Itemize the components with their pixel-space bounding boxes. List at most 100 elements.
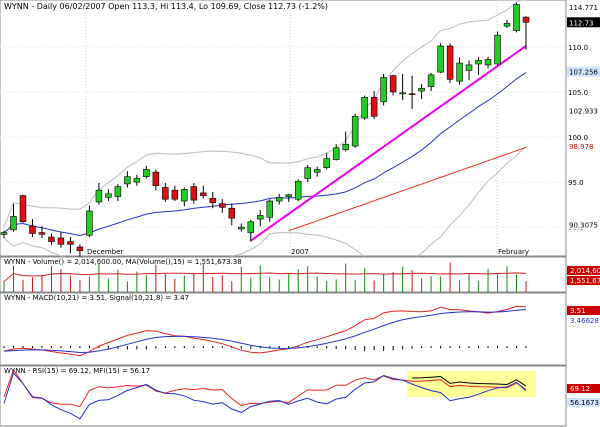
price-tag: 112.73 (569, 19, 594, 27)
candle-body (351, 115, 359, 147)
candle-body (238, 226, 245, 230)
price-tag-bg (567, 141, 600, 152)
candle-body (190, 186, 198, 201)
candle-body (86, 210, 93, 236)
volume-header: WYNN - Volume() = 2,014,600.00, MA(Volum… (4, 258, 242, 266)
x-axis-label: December (87, 248, 123, 256)
candle-body (399, 92, 406, 95)
candle-body (162, 187, 169, 200)
candle-body (124, 176, 131, 185)
volume-ma-tag: 1,551,673 (570, 277, 600, 285)
volume-bars (3, 262, 527, 292)
x-axis-labels: December 2007 February (87, 248, 529, 256)
candle-body (67, 241, 74, 245)
rsi-header: WYNN - RSI(15) = 69.12, MFI(15) = 56.17 (4, 367, 150, 375)
y-tick-label: 110.0 (568, 44, 588, 52)
candle-body (95, 189, 103, 203)
candle-body (29, 225, 36, 234)
candle-body (285, 194, 292, 197)
rsi-tag-bg (567, 384, 600, 393)
price-tag-bg (567, 2, 600, 12)
price-tag: 107.256 (569, 69, 598, 77)
price-tag: 102.933 (569, 108, 598, 116)
macd-header: WYNN - MACD(10,21) = 3.51, Signal(10,21,… (4, 294, 189, 302)
rsi-tag: 69.12 (570, 385, 590, 393)
macd-tag: 3.51 (570, 307, 586, 315)
candle-body (361, 97, 368, 119)
candle-body (143, 169, 150, 177)
volume-tag-bg (567, 266, 600, 275)
candle-body (494, 34, 501, 65)
candle-body (446, 45, 454, 80)
candle-body (219, 203, 226, 208)
candle-body (76, 246, 84, 251)
candle-body (437, 45, 444, 73)
price-tag-bg (567, 219, 600, 230)
candle-body (228, 207, 236, 219)
ma-long-line (288, 146, 527, 232)
candle-body (247, 221, 255, 233)
signal-line (3, 309, 527, 354)
trend-line (250, 45, 527, 242)
x-axis-label: 2007 (291, 248, 309, 256)
candle-body (105, 193, 112, 198)
rsi-panel: 69.12 56.1673 WYNN - RSI(15) = 69.12, MF… (0, 365, 600, 427)
candle-body (114, 186, 122, 197)
macd-panel-frame (0, 292, 567, 366)
candle-body (0, 232, 8, 235)
candle-body (266, 200, 273, 218)
volume-ma-tag-bg (567, 276, 600, 285)
candle-body (181, 188, 188, 202)
upper-band-line (3, 0, 525, 228)
candle-body (38, 232, 46, 235)
candle-body (380, 77, 387, 103)
candle-body (209, 198, 217, 204)
candle-body (465, 64, 473, 71)
volume-tag: 2,014,600 (570, 267, 600, 275)
y-tick-label: 95.0 (568, 179, 584, 187)
price-panel-frame (0, 0, 567, 257)
signal-tag-bg (567, 316, 600, 325)
candle-body (171, 189, 179, 200)
candle-body (257, 215, 264, 220)
macd-histogram (3, 346, 527, 352)
candle-body (484, 59, 492, 66)
candle-body (19, 195, 27, 223)
candle-body (332, 147, 340, 160)
y-tick-label: 105.0 (568, 89, 588, 97)
candle-body (57, 237, 65, 245)
mfi-line (3, 371, 527, 420)
price-tag: 98.978 (569, 143, 594, 151)
candle-body (323, 158, 330, 168)
price-tag-bg (567, 17, 600, 28)
candle-body (522, 16, 530, 23)
y-tick-label: 100.0 (568, 134, 588, 142)
candle-body (408, 93, 416, 96)
candle-body (475, 60, 482, 65)
price-tag: 90.3075 (569, 221, 598, 229)
signal-tag: 3.46628 (570, 317, 599, 325)
price-tag: 114.771 (569, 4, 598, 12)
mfi-tag: 56.1673 (570, 399, 599, 407)
mfi-tag-bg (567, 398, 600, 407)
candle-body (370, 97, 378, 117)
macd-panel: 3.51 3.46628 WYNN - MACD(10,21) = 3.51, … (0, 292, 600, 366)
x-axis-label: February (498, 248, 529, 256)
price-tags: 114.771 112.73 107.256 102.933 98.978 90.3075 (567, 2, 600, 230)
candle-body (200, 192, 207, 196)
candle-body (294, 180, 302, 200)
candle-body (10, 216, 17, 231)
candle-body (418, 88, 425, 92)
price-header: WYNN - Daily 06/02/2007 Open 113.3, Hi 1… (4, 2, 328, 11)
candle-body (152, 171, 160, 186)
candle-body (304, 167, 311, 179)
candlesticks (0, 2, 530, 257)
price-tag-bg (567, 66, 600, 77)
candle-body (313, 169, 321, 173)
macd-line (3, 305, 527, 357)
candle-body (503, 23, 511, 27)
volume-ma-line (3, 272, 527, 282)
macd-tag-bg (567, 306, 600, 315)
